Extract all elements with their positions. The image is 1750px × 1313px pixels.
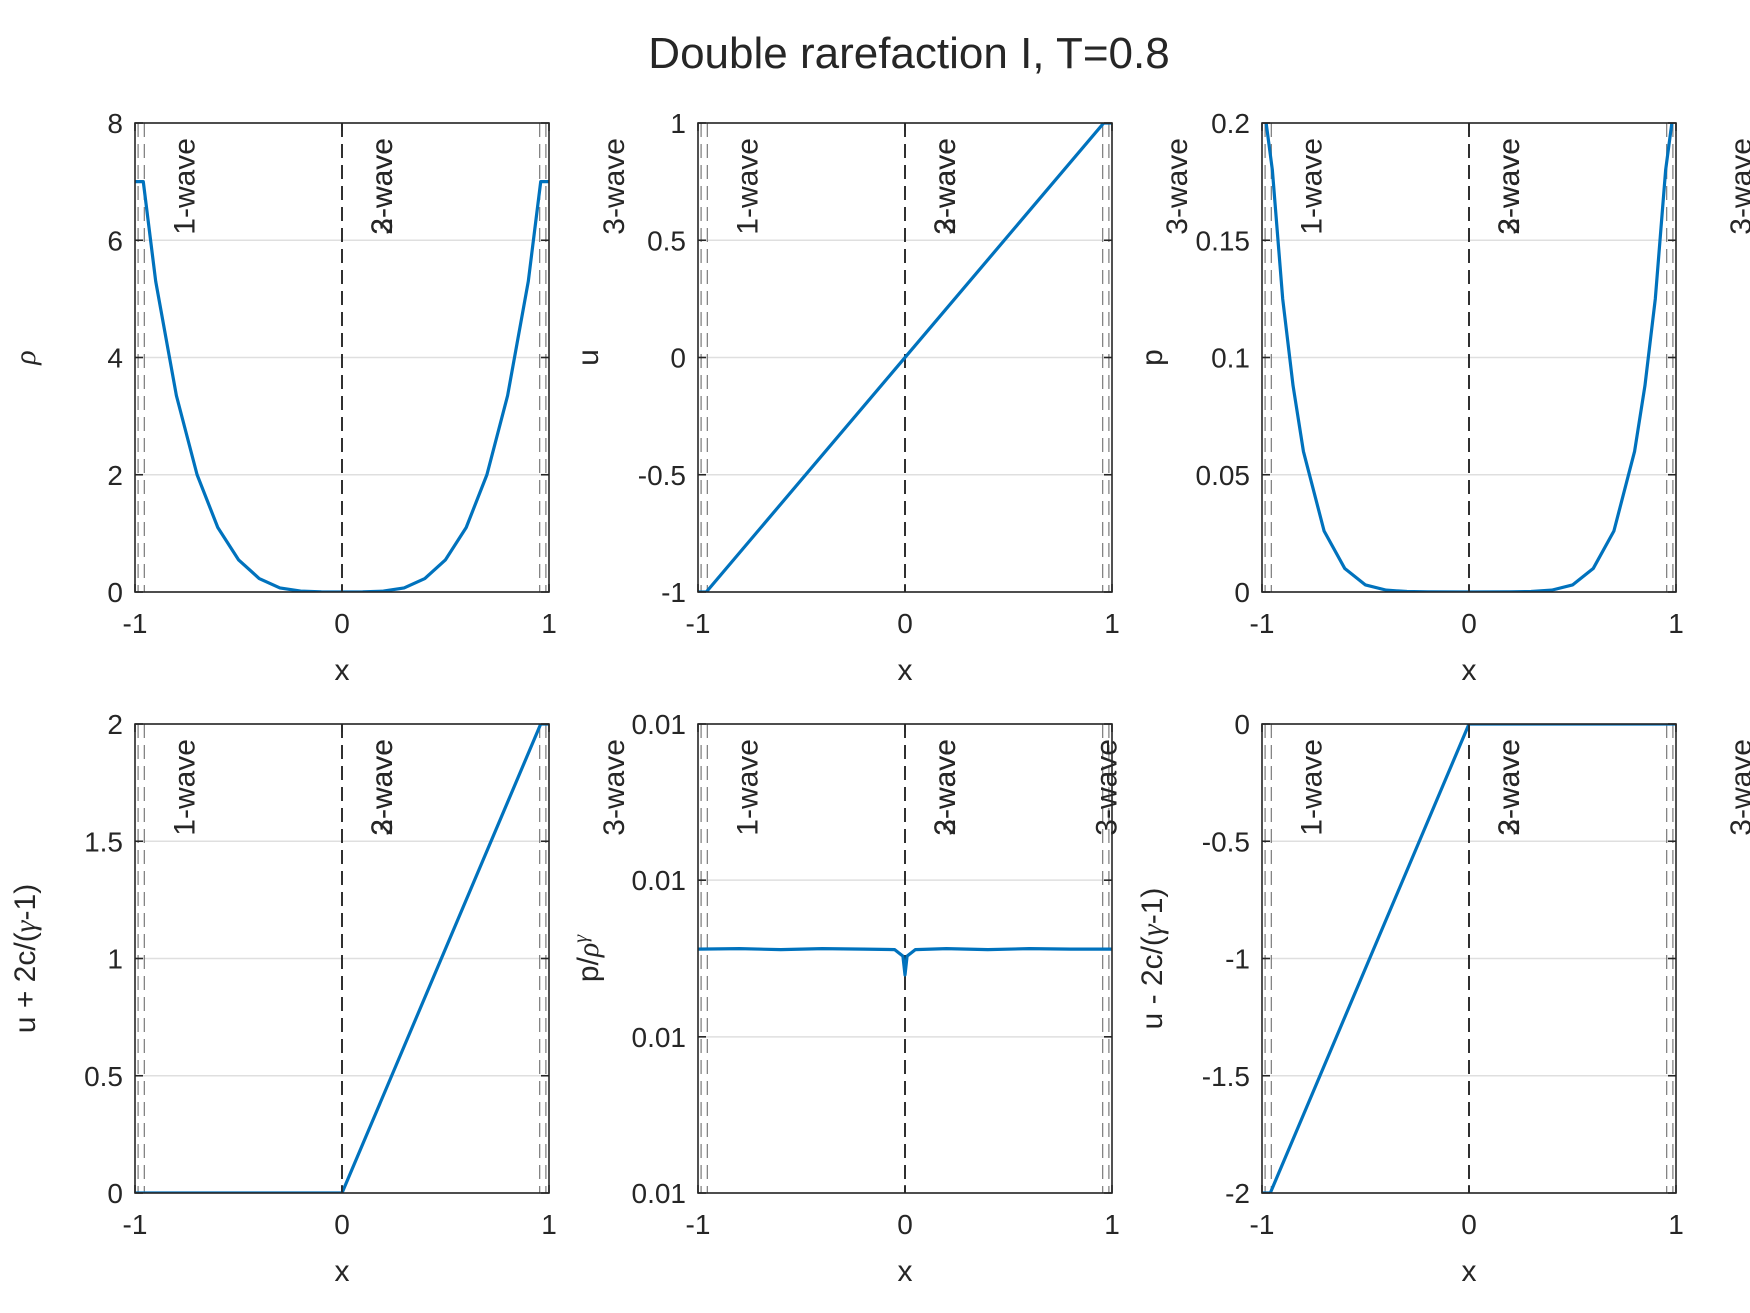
y-tick-label: 1 xyxy=(107,944,123,975)
wave-label: 3-wave xyxy=(1725,138,1750,235)
x-tick-label: 0 xyxy=(334,608,350,639)
wave-label: 3-wave xyxy=(598,138,631,235)
x-axis-label: x xyxy=(898,1255,913,1288)
y-tick-label: 0.01 xyxy=(632,865,687,896)
x-tick-label: -1 xyxy=(686,1209,711,1240)
data-line xyxy=(135,180,549,592)
y-tick-label: 0.01 xyxy=(632,1178,687,1209)
y-tick-label: -0.5 xyxy=(1202,826,1250,857)
x-tick-label: -1 xyxy=(1250,608,1275,639)
wave-label: 3-wave xyxy=(929,138,962,235)
wave-label: 2-wave xyxy=(1493,739,1526,836)
y-tick-label: 0.5 xyxy=(84,1061,123,1092)
x-tick-label: 1 xyxy=(1104,1209,1120,1240)
y-tick-label: -1.5 xyxy=(1202,1061,1250,1092)
y-tick-label: 1 xyxy=(670,108,686,139)
wave-label: 3-wave xyxy=(366,739,399,836)
figure-title: Double rarefaction I, T=0.8 xyxy=(648,29,1169,78)
y-tick-label: 6 xyxy=(107,225,123,256)
x-axis-label: x xyxy=(898,654,913,687)
y-tick-label: 0.2 xyxy=(1211,108,1250,139)
subplot-5: 0.010.010.010.01-1 0 1xp/ργ1-wave 2-wave3-w… xyxy=(570,709,1123,1288)
x-tick-label: -1 xyxy=(123,608,148,639)
data-line xyxy=(698,947,1112,977)
x-tick-label: -1 xyxy=(1250,1209,1275,1240)
data-line xyxy=(1264,123,1674,592)
x-axis-label: x xyxy=(1462,654,1477,687)
wave-label: 1-wave xyxy=(168,138,201,235)
y-tick-label: 0.1 xyxy=(1211,343,1250,374)
x-tick-label: 0 xyxy=(1461,1209,1477,1240)
y-tick-label: 0 xyxy=(1234,709,1250,740)
wave-label: 2-wave xyxy=(366,138,399,235)
x-tick-label: 1 xyxy=(541,1209,557,1240)
y-tick-label: 8 xyxy=(107,108,123,139)
x-tick-label: 1 xyxy=(1668,1209,1684,1240)
y-tick-label: 0.15 xyxy=(1196,225,1251,256)
x-tick-label: 0 xyxy=(1461,608,1477,639)
data-line xyxy=(1262,724,1676,1193)
x-tick-label: 1 xyxy=(1104,608,1120,639)
x-axis-label: x xyxy=(335,654,350,687)
wave-label: 1-wave xyxy=(1295,138,1328,235)
wave-label: 1-wave xyxy=(1295,739,1328,836)
y-tick-label: 0 xyxy=(670,343,686,374)
x-tick-label: -1 xyxy=(123,1209,148,1240)
wave-label: 2-wave xyxy=(1493,138,1526,235)
y-tick-label: 2 xyxy=(107,709,123,740)
wave-label: 2-wave xyxy=(929,739,962,836)
data-line xyxy=(135,724,549,1193)
x-tick-label: 0 xyxy=(334,1209,350,1240)
y-tick-label: 2 xyxy=(107,460,123,491)
y-axis-label: u + 2c/(γ-1) xyxy=(9,884,42,1033)
wave-label: 3-wave xyxy=(1493,138,1526,235)
wave-label: 1-wave xyxy=(731,739,764,836)
wave-label: 2-wave xyxy=(366,739,399,836)
y-tick-label: 0 xyxy=(107,577,123,608)
wave-label: 1-wave xyxy=(168,739,201,836)
wave-label: 1-wave xyxy=(731,138,764,235)
x-tick-label: 1 xyxy=(541,608,557,639)
y-axis-label: p xyxy=(1136,349,1169,366)
wave-label: 3-wave xyxy=(598,739,631,836)
y-axis-label: u - 2c/(γ-1) xyxy=(1136,888,1169,1030)
y-tick-label: 0 xyxy=(107,1178,123,1209)
y-axis-label: p/ργ xyxy=(570,934,605,982)
x-tick-label: 0 xyxy=(897,1209,913,1240)
wave-label: 3-wave xyxy=(366,138,399,235)
data-line xyxy=(698,123,1112,592)
y-tick-label: -1 xyxy=(1225,944,1250,975)
y-tick-label: -1 xyxy=(661,577,686,608)
wave-label: 3-wave xyxy=(929,739,962,836)
subplot-4: 00.511.52-1 0 1xu + 2c/(γ-1)1-wave 2-wave3-… xyxy=(9,709,631,1288)
y-axis-label: u xyxy=(572,349,605,366)
y-tick-label: 0.01 xyxy=(632,709,687,740)
wave-label: 3-wave xyxy=(1493,739,1526,836)
y-tick-label: 0.01 xyxy=(632,1022,687,1053)
x-tick-label: -1 xyxy=(686,608,711,639)
wave-label: 3-wave xyxy=(1090,739,1123,836)
y-tick-label: 4 xyxy=(107,343,123,374)
y-tick-label: 0.5 xyxy=(647,225,686,256)
x-tick-label: 0 xyxy=(897,608,913,639)
subplot-6: -2 -1.5 -1 -0.5 0 -1 0 1 x u - 2c/(γ-1) 1-wave 2-wa… xyxy=(1136,709,1750,1288)
x-axis-label: x xyxy=(1462,1255,1477,1288)
wave-label: 2-wave xyxy=(929,138,962,235)
y-tick-label: -0.5 xyxy=(638,460,686,491)
wave-label: 3-wave xyxy=(1161,138,1194,235)
y-tick-label: 1.5 xyxy=(84,826,123,857)
y-tick-label: -2 xyxy=(1225,1178,1250,1209)
y-tick-label: 0.05 xyxy=(1196,460,1251,491)
x-tick-label: 1 xyxy=(1668,608,1684,639)
x-axis-label: x xyxy=(335,1255,350,1288)
wave-label: 3-wave xyxy=(1725,739,1750,836)
y-axis-label: ρ xyxy=(9,350,42,365)
y-tick-label: 0 xyxy=(1234,577,1250,608)
